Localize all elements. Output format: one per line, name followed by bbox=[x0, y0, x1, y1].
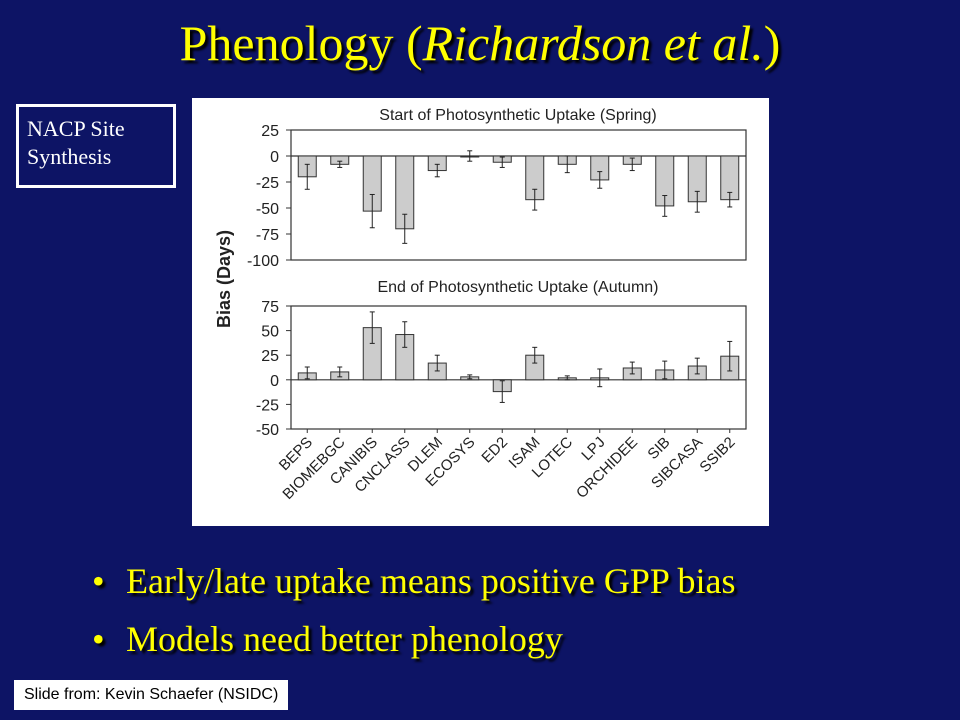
badge-line-1: NACP Site bbox=[27, 116, 125, 141]
y-tick-label: -50 bbox=[256, 201, 279, 218]
nacp-badge: NACP Site Synthesis bbox=[16, 104, 176, 188]
category-label-ssib2: SSIB2 bbox=[696, 434, 738, 476]
slide-title-main: Phenology ( bbox=[179, 15, 423, 71]
bullet-item-1: • Early/late uptake means positive GPP bi… bbox=[92, 552, 912, 610]
bullet-text: Early/late uptake means positive GPP bia… bbox=[126, 561, 736, 601]
y-tick-label: -50 bbox=[256, 422, 279, 439]
y-tick-label: -25 bbox=[256, 175, 279, 192]
y-tick-label: 75 bbox=[261, 299, 279, 316]
panel-title-1: Start of Photosynthetic Uptake (Spring) bbox=[379, 107, 656, 124]
bias-chart: Start of Photosynthetic Uptake (Spring) 2… bbox=[214, 107, 747, 503]
bullet-dot: • bbox=[92, 561, 105, 601]
y-tick-label: 25 bbox=[261, 123, 279, 140]
bullet-list: • Early/late uptake means positive GPP bi… bbox=[92, 552, 912, 668]
y-tick-label: 0 bbox=[270, 149, 279, 166]
y-tick-label: -75 bbox=[256, 227, 279, 244]
y-tick-label: -100 bbox=[247, 253, 279, 270]
y-tick-label: 0 bbox=[270, 373, 279, 390]
plot-frame-1 bbox=[290, 129, 747, 261]
slide-credit: Slide from: Kevin Schaefer (NSIDC) bbox=[14, 680, 289, 710]
category-label-orchidee: ORCHIDEE bbox=[573, 434, 641, 502]
y-tick-label: 25 bbox=[261, 348, 279, 365]
y-tick-label: 50 bbox=[261, 324, 279, 341]
badge-line-2: Synthesis bbox=[27, 144, 112, 169]
bullet-text: Models need better phenology bbox=[126, 619, 563, 659]
bullet-dot: • bbox=[92, 619, 105, 659]
slide-title-italic: Richardson et al. bbox=[422, 15, 764, 71]
y-axis-label: Bias (Days) bbox=[214, 230, 234, 328]
slide-title-close: ) bbox=[763, 15, 781, 71]
bullet-item-2: • Models need better phenology bbox=[92, 610, 912, 668]
slide-title: Phenology (Richardson et al.) bbox=[0, 14, 960, 72]
panel-title-2: End of Photosynthetic Uptake (Autumn) bbox=[377, 279, 658, 296]
plot-frame-2 bbox=[290, 305, 747, 430]
chart-panel: Start of Photosynthetic Uptake (Spring) 2… bbox=[192, 98, 769, 526]
y-tick-label: -25 bbox=[256, 397, 279, 414]
